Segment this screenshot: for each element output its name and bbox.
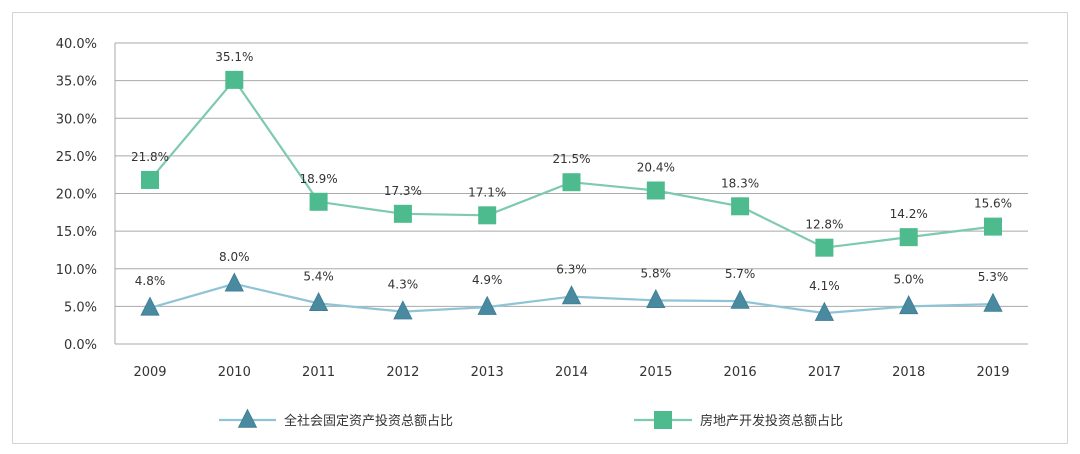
legend-marker (654, 411, 672, 429)
data-point (815, 238, 834, 257)
data-point (731, 197, 750, 216)
data-point (477, 295, 497, 315)
x-tick-label: 2018 (892, 365, 925, 380)
data-point (141, 170, 159, 189)
data-label: 12.8% (805, 218, 843, 232)
x-tick-label: 2010 (218, 365, 251, 380)
legend-label: 全社会固定资产投资总额占比 (284, 413, 453, 429)
y-tick-label: 30.0% (56, 112, 97, 127)
data-label: 15.6% (974, 197, 1012, 211)
data-label: 5.3% (978, 270, 1009, 284)
data-point (393, 204, 412, 223)
data-point (224, 272, 244, 292)
data-point (814, 301, 835, 321)
x-tick-label: 2019 (976, 365, 1009, 380)
x-tick-label: 2017 (808, 365, 841, 380)
data-label: 18.9% (300, 172, 338, 186)
data-label: 18.3% (721, 176, 759, 190)
y-tick-label: 40.0% (56, 37, 97, 52)
data-point (983, 292, 1003, 312)
data-label: 5.8% (641, 266, 672, 280)
legend-label: 房地产开发投资总额占比 (700, 413, 843, 429)
x-tick-label: 2016 (724, 365, 757, 380)
data-point (393, 300, 413, 320)
data-point (984, 217, 1002, 236)
data-label: 4.9% (472, 273, 503, 287)
y-tick-label: 15.0% (56, 225, 97, 240)
data-point (646, 288, 666, 309)
x-tick-label: 2011 (302, 365, 335, 380)
data-point (140, 296, 160, 316)
data-label: 5.7% (725, 267, 756, 281)
data-label: 17.3% (384, 184, 422, 198)
chart-frame (12, 12, 1068, 444)
data-point (225, 70, 244, 89)
x-tick-label: 2013 (471, 365, 504, 380)
data-point (308, 291, 329, 312)
y-tick-label: 25.0% (56, 150, 97, 165)
y-tick-label: 20.0% (56, 188, 97, 203)
y-tick-label: 35.0% (56, 75, 97, 90)
data-label: 4.8% (135, 274, 166, 288)
data-point (309, 192, 328, 211)
data-label: 8.0% (219, 250, 250, 264)
data-point (562, 173, 581, 192)
data-point (561, 285, 582, 305)
data-label: 21.8% (131, 150, 169, 164)
data-point (730, 289, 750, 309)
legend-marker (237, 408, 258, 428)
x-tick-label: 2009 (133, 365, 166, 380)
y-tick-label: 5.0% (64, 300, 97, 315)
data-label: 21.5% (552, 152, 590, 166)
data-point (646, 181, 665, 200)
data-label: 6.3% (556, 263, 587, 277)
y-tick-label: 0.0% (64, 338, 97, 353)
data-label: 4.3% (388, 278, 419, 292)
data-label: 5.4% (303, 269, 334, 283)
data-label: 5.0% (893, 272, 924, 286)
x-tick-label: 2012 (386, 365, 419, 380)
data-label: 35.1% (215, 50, 253, 64)
data-point (478, 206, 497, 225)
x-tick-label: 2015 (639, 365, 672, 380)
x-tick-label: 2014 (555, 365, 588, 380)
data-label: 20.4% (637, 160, 675, 174)
data-label: 17.1% (468, 185, 506, 199)
data-label: 14.2% (890, 207, 928, 221)
data-point (899, 228, 918, 247)
data-label: 4.1% (809, 279, 840, 293)
data-point (899, 294, 919, 315)
y-tick-label: 10.0% (56, 263, 97, 278)
